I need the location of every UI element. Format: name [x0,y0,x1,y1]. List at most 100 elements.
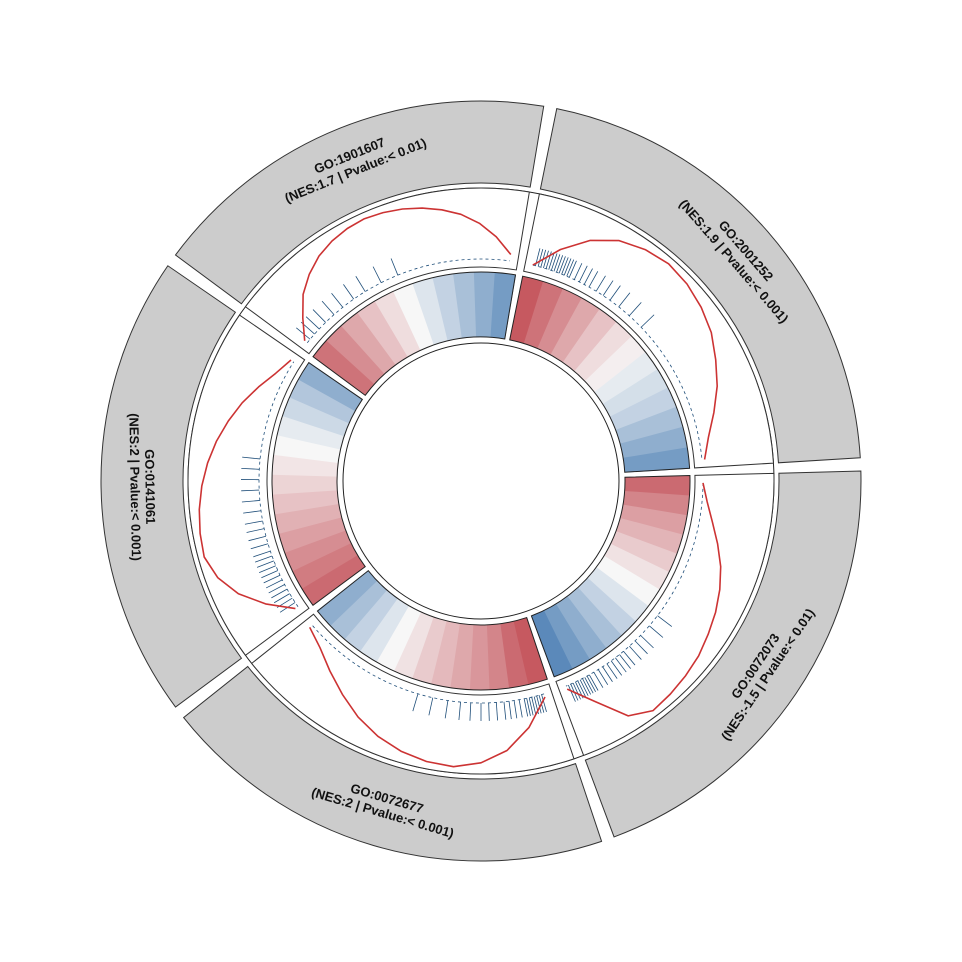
heatmap-layer [271,271,691,691]
label-band-go-1901607 [174,100,545,305]
heatmap-cell [284,530,352,572]
heatmap-cell [587,567,649,622]
hit-tick [256,560,275,568]
score-band-go-1901607 [244,187,530,355]
heatmap-segment-outline [312,271,517,397]
hit-tick [355,276,366,292]
hit-tick [629,645,642,660]
heatmap-cell [486,623,510,690]
hit-tick [649,625,664,638]
hit-tick [241,489,260,492]
running-score-curve [198,359,296,610]
heatmap-cell [550,297,601,363]
heatmap-cell [432,273,463,341]
hit-tick [595,275,606,292]
score-band-go-2001252 [523,193,774,469]
heatmap-cell [531,610,573,677]
heatmap-cell [278,517,346,553]
hit-tick [488,702,490,721]
hit-tick [606,663,618,679]
heatmap-cell [292,542,358,589]
heatmap-cell [490,272,517,340]
hit-tick [469,702,472,721]
hit-tick [586,675,596,693]
heatmap-cell [523,281,564,349]
hit-tick [518,699,523,718]
heatmap-cell [273,434,341,463]
hit-tick [640,635,654,649]
label-band-go-0072677 [182,665,603,862]
label-band-go-0072073 [584,470,862,838]
hit-tick [241,500,260,503]
hit-tick [372,266,382,283]
hit-tick [623,651,636,666]
hit-tick [548,252,555,270]
hit-tick [508,701,512,720]
hit-tick [312,309,326,323]
heatmap-cell [603,543,670,590]
hit-tick [458,702,461,721]
heatmap-cell [513,617,548,685]
heatmap-cell [282,396,350,437]
segment-label-go-0141061: GO:0141061(NES:2 | Pvalue:< 0.001) [126,413,158,561]
heatmap-cell [623,447,690,473]
hit-tick [271,588,288,599]
heatmap-cell [430,620,460,688]
score-baseline [258,361,299,607]
hit-tick [610,660,623,676]
heatmap-cell [344,589,398,652]
hit-tick [568,260,577,278]
hit-tick [265,579,283,589]
heatmap-cell [272,454,339,477]
heatmap-cell [610,531,677,573]
heatmap-cell [393,611,434,679]
hit-tick [250,543,269,550]
score-baseline [565,482,704,687]
heatmap-cell [622,490,690,516]
heatmap-cell [615,517,683,555]
hit-tick [588,271,599,288]
hit-tick [244,520,263,525]
hit-tick [573,263,583,280]
heatmap-cell [277,415,345,450]
hit-tick [243,510,262,514]
hit-tick [578,265,588,283]
hit-tick [584,677,594,694]
heatmap-cell [555,596,607,660]
hit-tick [253,550,271,558]
heatmap-cell [596,555,660,607]
running-score-curve [302,207,512,341]
hit-tick [343,284,355,300]
heatmap-cell [301,554,366,606]
heatmap-segment-outline [530,475,691,678]
heatmap-cell [615,406,683,445]
heatmap-cell [473,272,496,338]
hit-tick [577,680,587,698]
hit-tick [579,679,589,696]
hit-tick [572,682,581,700]
hit-tick [537,248,544,267]
hit-tick [553,254,561,272]
heatmap-cell [312,340,375,396]
hit-tick [390,258,399,276]
label-band-go-2001252 [539,108,861,464]
hit-tick [261,570,279,579]
hit-tick [246,528,265,533]
heatmap-cell [567,587,622,649]
heatmap-cell [624,475,690,496]
heatmap-segment-outline [271,361,366,607]
hit-tick [582,678,592,695]
hit-tick [543,250,549,269]
hit-tick [657,615,673,627]
hit-tick [640,314,655,328]
hit-tick [444,700,449,719]
hit-tick [268,584,285,594]
hit-tick [305,316,320,330]
hit-tick [536,695,542,714]
heatmap-cell [620,504,688,536]
heatmap-cell [357,300,409,365]
label-band-go-0141061 [100,265,243,708]
segment-go-id: GO:0141061 [142,449,158,524]
heatmap-cell [609,387,677,431]
